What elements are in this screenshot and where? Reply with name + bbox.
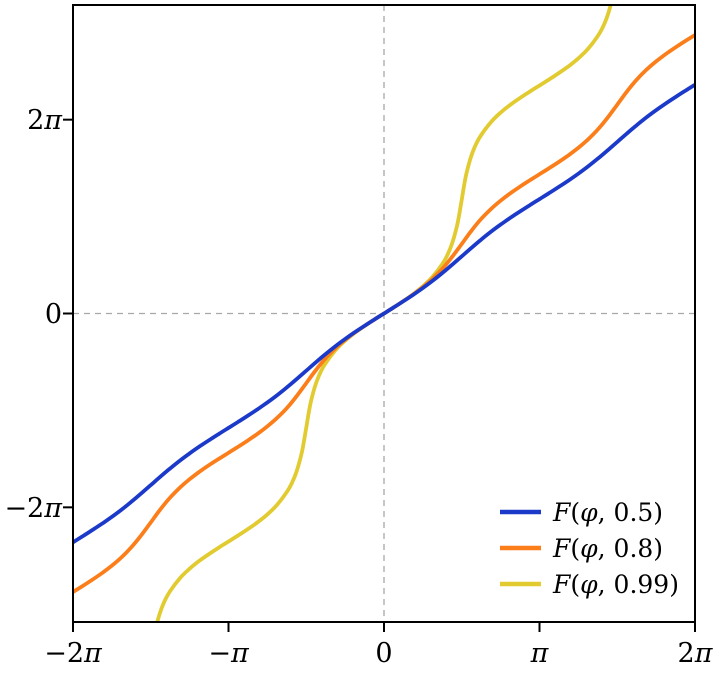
legend-label: F(φ, 0.99) (552, 570, 679, 599)
legend: F(φ, 0.5) F(φ, 0.8) F(φ, 0.99) (500, 498, 679, 599)
y-tick-label: −2π (4, 493, 63, 524)
y-tick-label: 2π (27, 105, 63, 136)
x-tick-label: π (530, 638, 550, 669)
x-tick-label: −2π (44, 638, 103, 669)
x-tick-label: 0 (375, 638, 392, 669)
y-tick-label: 0 (45, 299, 62, 330)
legend-label: F(φ, 0.5) (552, 498, 663, 527)
x-tick-label: 2π (678, 638, 713, 669)
legend-item: F(φ, 0.5) (500, 498, 663, 527)
curves (73, 5, 695, 622)
axes-spines (72, 4, 696, 623)
tick-labels: −2π −π 0 π 2π −2π 0 2π (4, 105, 713, 669)
curve-f-0.5 (73, 82, 695, 545)
legend-label: F(φ, 0.8) (552, 534, 663, 563)
legend-item: F(φ, 0.99) (500, 570, 679, 599)
legend-item: F(φ, 0.8) (500, 534, 663, 563)
tick-marks (63, 118, 696, 632)
x-tick-label: −π (208, 638, 250, 669)
